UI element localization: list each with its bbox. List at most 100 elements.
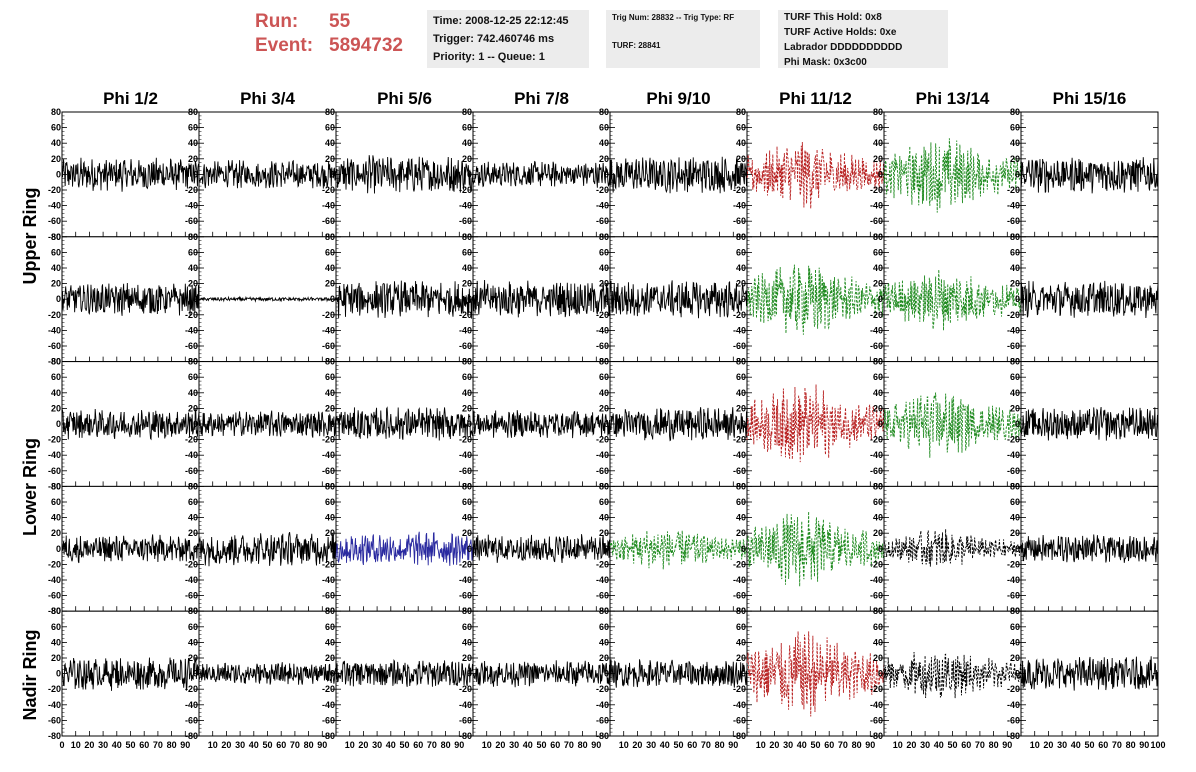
y-tick-label: -20 (733, 310, 746, 320)
y-tick-label: -60 (48, 591, 61, 601)
y-tick-label: 0 (1015, 544, 1020, 554)
y-tick-label: 80 (873, 606, 883, 616)
y-tick-label: -40 (733, 575, 746, 585)
y-tick-label: 0 (604, 169, 609, 179)
y-tick-label: -60 (185, 216, 198, 226)
y-tick-label: -60 (596, 341, 609, 351)
y-tick-label: 40 (462, 263, 472, 273)
y-tick-label: -20 (48, 684, 61, 694)
panel-r5-c2: 80 60 40 20 0 -20 -40 -60 -80 (185, 606, 337, 741)
y-tick-label: 0 (741, 419, 746, 429)
x-tick-label: 60 (961, 740, 971, 750)
y-tick-label: 0 (878, 294, 883, 304)
y-tick-label: -20 (459, 435, 472, 445)
x-tick-label: 30 (98, 740, 108, 750)
y-tick-label: -40 (185, 575, 198, 585)
y-tick-label: 40 (51, 263, 61, 273)
trigger-text: Trigger: 742.460746 ms (433, 33, 555, 45)
y-tick-label: -20 (596, 185, 609, 195)
y-tick-label: 20 (736, 279, 746, 289)
event-label-text: Event: (255, 35, 314, 56)
x-tick-label: 10 (619, 740, 629, 750)
y-tick-label: -40 (733, 450, 746, 460)
y-tick-label: 40 (462, 388, 472, 398)
y-tick-label: -40 (185, 325, 198, 335)
column-header-8: Phi 15/16 (1053, 89, 1127, 108)
y-tick-label: 60 (736, 622, 746, 632)
y-tick-label: -60 (185, 715, 198, 725)
y-tick-label: 80 (1010, 107, 1020, 117)
x-tick-label: 10 (345, 740, 355, 750)
y-tick-label: 0 (878, 544, 883, 554)
y-tick-label: -40 (870, 700, 883, 710)
y-tick-label: -60 (322, 715, 335, 725)
y-tick-label: 80 (1010, 481, 1020, 491)
x-tick-label: 40 (249, 740, 259, 750)
waveform-trace (472, 160, 611, 188)
y-tick-label: 40 (599, 263, 609, 273)
x-tick-label: 40 (1071, 740, 1081, 750)
column-header-3: Phi 5/6 (377, 89, 432, 108)
y-tick-label: 60 (188, 497, 198, 507)
y-tick-label: -60 (48, 216, 61, 226)
waveform-trace (335, 406, 474, 441)
y-tick-label: 60 (873, 247, 883, 257)
y-tick-label: 60 (51, 123, 61, 133)
x-tick-label: 80 (989, 740, 999, 750)
y-tick-label: 60 (736, 123, 746, 133)
y-tick-label: -40 (1007, 575, 1020, 585)
x-tick-label: 20 (221, 740, 231, 750)
event-number: 5894732 (329, 35, 403, 56)
info-turf-panel: TURF This Hold: 0x8 TURF Active Holds: 0… (778, 10, 948, 68)
y-tick-label: -60 (733, 715, 746, 725)
y-tick-label: -60 (322, 216, 335, 226)
y-tick-label: 60 (51, 372, 61, 382)
y-tick-label: -20 (596, 684, 609, 694)
y-tick-label: 80 (325, 107, 335, 117)
x-tick-label: 80 (578, 740, 588, 750)
y-tick-label: 60 (325, 622, 335, 632)
y-tick-label: 80 (51, 107, 61, 117)
y-tick-label: 20 (51, 154, 61, 164)
waveform-trace (61, 157, 200, 192)
y-tick-label: 0 (467, 544, 472, 554)
x-tick-label: 90 (317, 740, 327, 750)
y-tick-label: 40 (1010, 138, 1020, 148)
y-tick-label: 40 (462, 513, 472, 523)
y-tick-label: 20 (325, 154, 335, 164)
waveform-trace (198, 410, 337, 438)
waveform-trace (609, 280, 748, 319)
y-tick-label: 60 (462, 247, 472, 257)
y-tick-label: 0 (193, 419, 198, 429)
ring-label-1: Upper Ring (20, 188, 40, 285)
y-tick-label: -40 (733, 700, 746, 710)
y-tick-label: 40 (462, 637, 472, 647)
y-tick-label: -80 (48, 606, 61, 616)
y-tick-label: 60 (1010, 123, 1020, 133)
y-tick-label: 20 (873, 279, 883, 289)
y-tick-label: 0 (56, 169, 61, 179)
y-tick-label: -60 (185, 591, 198, 601)
y-tick-label: -40 (322, 700, 335, 710)
y-tick-label: -40 (322, 325, 335, 335)
y-tick-label: -40 (870, 575, 883, 585)
y-tick-label: -80 (48, 357, 61, 367)
y-tick-label: -80 (48, 731, 61, 741)
y-tick-label: -40 (733, 325, 746, 335)
y-tick-label: 20 (462, 653, 472, 663)
column-header-2: Phi 3/4 (240, 89, 295, 108)
y-tick-label: 0 (56, 419, 61, 429)
x-tick-label: 10 (208, 740, 218, 750)
y-tick-label: -40 (322, 450, 335, 460)
y-tick-label: -40 (1007, 201, 1020, 211)
y-tick-label: 60 (51, 622, 61, 632)
x-tick-label: 20 (495, 740, 505, 750)
y-tick-label: -60 (733, 216, 746, 226)
x-tick-label: 20 (906, 740, 916, 750)
run-label-text: Run: (255, 11, 299, 32)
